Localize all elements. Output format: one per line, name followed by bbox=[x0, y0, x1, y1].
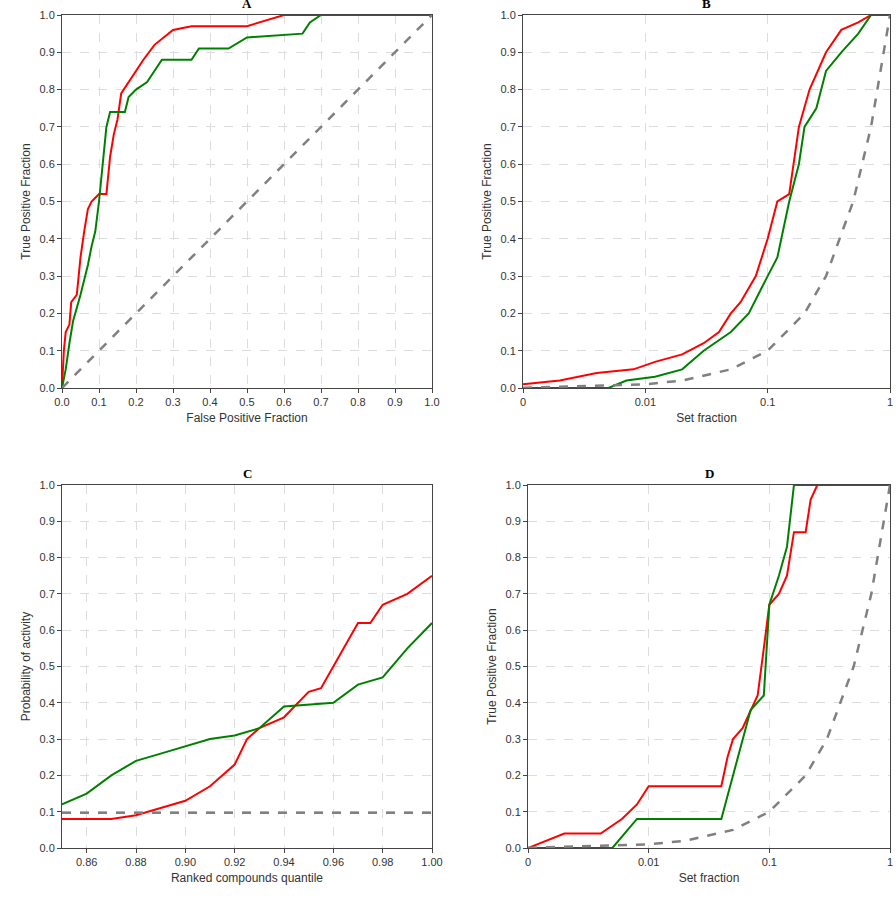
svg-text:0.1: 0.1 bbox=[760, 396, 775, 408]
svg-text:0.4: 0.4 bbox=[202, 396, 217, 408]
svg-text:0.3: 0.3 bbox=[506, 733, 521, 745]
svg-text:0.9: 0.9 bbox=[501, 46, 516, 58]
svg-text:0.7: 0.7 bbox=[40, 588, 55, 600]
svg-text:0.3: 0.3 bbox=[501, 270, 516, 282]
svg-text:0.1: 0.1 bbox=[501, 345, 516, 357]
svg-text:0.6: 0.6 bbox=[40, 158, 55, 170]
svg-text:1: 1 bbox=[887, 856, 893, 868]
svg-text:0.88: 0.88 bbox=[125, 856, 146, 868]
svg-text:1.0: 1.0 bbox=[501, 9, 516, 21]
svg-text:0.2: 0.2 bbox=[501, 307, 516, 319]
svg-text:Set fraction: Set fraction bbox=[676, 411, 737, 425]
svg-text:0.4: 0.4 bbox=[501, 233, 516, 245]
svg-text:0.5: 0.5 bbox=[501, 195, 516, 207]
svg-text:1.0: 1.0 bbox=[506, 479, 521, 491]
svg-text:0.0: 0.0 bbox=[506, 842, 521, 854]
svg-text:0.7: 0.7 bbox=[40, 121, 55, 133]
svg-text:0.1: 0.1 bbox=[40, 345, 55, 357]
svg-text:0.1: 0.1 bbox=[40, 806, 55, 818]
svg-text:0.6: 0.6 bbox=[40, 624, 55, 636]
svg-text:1.0: 1.0 bbox=[40, 479, 55, 491]
svg-text:0.6: 0.6 bbox=[276, 396, 291, 408]
svg-text:0.7: 0.7 bbox=[313, 396, 328, 408]
svg-text:0.8: 0.8 bbox=[40, 551, 55, 563]
svg-text:0.7: 0.7 bbox=[506, 588, 521, 600]
svg-text:True Positive Fraction: True Positive Fraction bbox=[19, 143, 33, 259]
svg-text:0.5: 0.5 bbox=[506, 660, 521, 672]
svg-text:0: 0 bbox=[520, 396, 526, 408]
svg-text:0.9: 0.9 bbox=[506, 515, 521, 527]
svg-text:0.2: 0.2 bbox=[128, 396, 143, 408]
svg-text:C: C bbox=[243, 466, 252, 481]
svg-text:1.00: 1.00 bbox=[421, 856, 442, 868]
svg-text:0.5: 0.5 bbox=[239, 396, 254, 408]
svg-text:0.4: 0.4 bbox=[40, 697, 55, 709]
svg-text:0.8: 0.8 bbox=[501, 83, 516, 95]
svg-text:A: A bbox=[242, 0, 252, 11]
svg-text:0.4: 0.4 bbox=[506, 697, 521, 709]
svg-text:0.1: 0.1 bbox=[506, 806, 521, 818]
svg-text:0.01: 0.01 bbox=[635, 396, 656, 408]
svg-text:Probability of activity: Probability of activity bbox=[19, 612, 33, 721]
svg-text:0.2: 0.2 bbox=[506, 769, 521, 781]
svg-text:0.86: 0.86 bbox=[76, 856, 97, 868]
svg-text:0.0: 0.0 bbox=[501, 382, 516, 394]
svg-text:0.7: 0.7 bbox=[501, 121, 516, 133]
svg-text:0.90: 0.90 bbox=[175, 856, 196, 868]
svg-text:0.3: 0.3 bbox=[165, 396, 180, 408]
svg-text:0.9: 0.9 bbox=[387, 396, 402, 408]
svg-text:0.0: 0.0 bbox=[54, 396, 69, 408]
svg-text:0.94: 0.94 bbox=[273, 856, 294, 868]
svg-text:0.96: 0.96 bbox=[323, 856, 344, 868]
svg-text:True Positive Fraction: True Positive Fraction bbox=[485, 608, 499, 724]
svg-text:0.1: 0.1 bbox=[762, 856, 777, 868]
svg-text:0.0: 0.0 bbox=[40, 842, 55, 854]
svg-text:0: 0 bbox=[525, 856, 531, 868]
svg-text:1: 1 bbox=[887, 396, 893, 408]
svg-text:0.8: 0.8 bbox=[40, 83, 55, 95]
svg-text:False Positive Fraction: False Positive Fraction bbox=[186, 411, 307, 425]
svg-text:0.01: 0.01 bbox=[638, 856, 659, 868]
svg-text:0.2: 0.2 bbox=[40, 307, 55, 319]
svg-text:D: D bbox=[705, 466, 714, 481]
svg-text:B: B bbox=[702, 0, 711, 11]
svg-text:0.8: 0.8 bbox=[506, 551, 521, 563]
svg-text:0.2: 0.2 bbox=[40, 769, 55, 781]
svg-text:Ranked compounds quantile: Ranked compounds quantile bbox=[171, 871, 323, 885]
svg-text:0.8: 0.8 bbox=[350, 396, 365, 408]
svg-text:0.4: 0.4 bbox=[40, 233, 55, 245]
svg-text:0.98: 0.98 bbox=[372, 856, 393, 868]
svg-text:0.1: 0.1 bbox=[91, 396, 106, 408]
svg-text:0.9: 0.9 bbox=[40, 46, 55, 58]
svg-text:0.3: 0.3 bbox=[40, 270, 55, 282]
svg-text:0.5: 0.5 bbox=[40, 195, 55, 207]
svg-text:0.5: 0.5 bbox=[40, 660, 55, 672]
svg-text:0.3: 0.3 bbox=[40, 733, 55, 745]
svg-text:1.0: 1.0 bbox=[40, 9, 55, 21]
svg-text:True Positive Fraction: True Positive Fraction bbox=[480, 143, 494, 259]
svg-text:0.6: 0.6 bbox=[506, 624, 521, 636]
svg-text:0.0: 0.0 bbox=[40, 382, 55, 394]
svg-text:0.6: 0.6 bbox=[501, 158, 516, 170]
svg-text:0.92: 0.92 bbox=[224, 856, 245, 868]
svg-text:Set fraction: Set fraction bbox=[679, 871, 740, 885]
svg-text:0.9: 0.9 bbox=[40, 515, 55, 527]
svg-text:1.0: 1.0 bbox=[424, 396, 439, 408]
